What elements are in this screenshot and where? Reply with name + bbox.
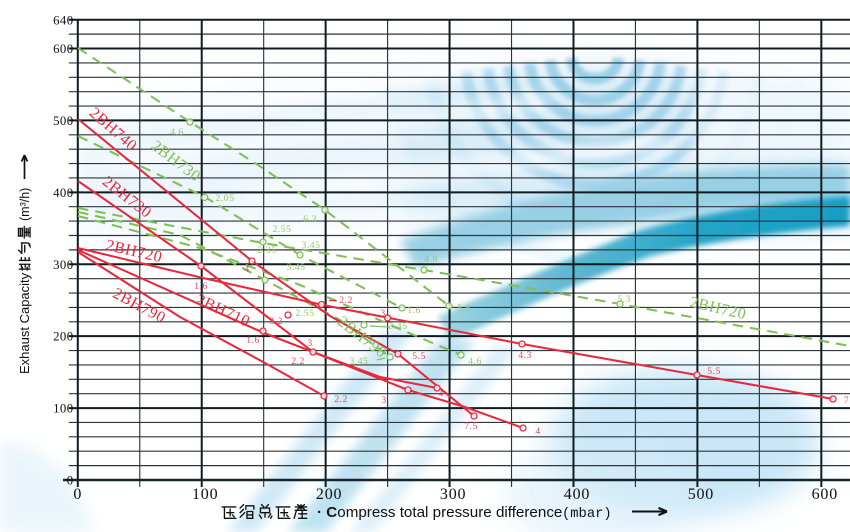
svg-text:3: 3 [380,308,385,319]
svg-text:100: 100 [192,486,218,503]
svg-text:4.8: 4.8 [424,254,438,265]
svg-text:2.35: 2.35 [258,245,277,256]
svg-text:600: 600 [812,486,838,503]
svg-text:2.2: 2.2 [339,295,353,306]
svg-text:2.55: 2.55 [273,224,292,235]
svg-text:4.6: 4.6 [468,356,482,367]
svg-text:(mbar): (mbar) [562,506,612,522]
svg-text:4.3: 4.3 [518,350,532,361]
svg-text:500: 500 [688,486,714,503]
svg-text:3: 3 [381,395,386,406]
svg-text:· Compress total pressure diff: · Compress total pressure difference [317,504,562,521]
svg-text:640: 640 [53,13,73,27]
svg-text:3: 3 [307,338,312,349]
svg-text:3.45: 3.45 [350,356,369,367]
svg-text:1.6: 1.6 [407,305,421,316]
svg-text:3.45: 3.45 [287,262,306,273]
svg-text:7.5: 7.5 [464,421,478,432]
svg-text:4.6: 4.6 [170,127,184,138]
svg-text:300: 300 [53,258,73,272]
svg-text:5.3: 5.3 [617,294,631,305]
svg-text:400: 400 [564,486,590,503]
svg-text:3.45: 3.45 [389,321,408,332]
svg-text:4: 4 [438,389,443,400]
svg-text:2.2: 2.2 [334,394,348,405]
svg-text:(m³/h): (m³/h) [18,188,32,221]
svg-text:200: 200 [53,330,73,344]
svg-text:3.2: 3.2 [269,316,283,327]
svg-text:2.2: 2.2 [291,356,305,367]
svg-text:600: 600 [53,42,73,56]
svg-text:7.: 7. [844,395,850,406]
svg-text:2.55: 2.55 [296,308,315,319]
svg-text:100: 100 [53,402,73,416]
svg-text:5.6: 5.6 [457,303,471,314]
svg-text:1.6: 1.6 [246,335,260,346]
svg-text:300: 300 [440,486,466,503]
svg-text:4: 4 [244,264,249,275]
svg-text:500: 500 [53,114,73,128]
svg-text:6.3: 6.3 [303,214,317,225]
svg-text:Exhaust Capacity: Exhaust Capacity [17,272,32,374]
svg-text:0: 0 [73,486,82,503]
svg-text:4: 4 [535,426,540,437]
svg-text:0: 0 [67,474,74,488]
svg-text:5.5: 5.5 [412,351,426,362]
svg-text:3.45: 3.45 [302,240,321,251]
svg-text:200: 200 [316,486,342,503]
svg-text:2.05: 2.05 [216,193,235,204]
svg-text:5.5: 5.5 [707,366,721,377]
svg-text:400: 400 [53,186,73,200]
svg-text:1.6: 1.6 [194,281,208,292]
